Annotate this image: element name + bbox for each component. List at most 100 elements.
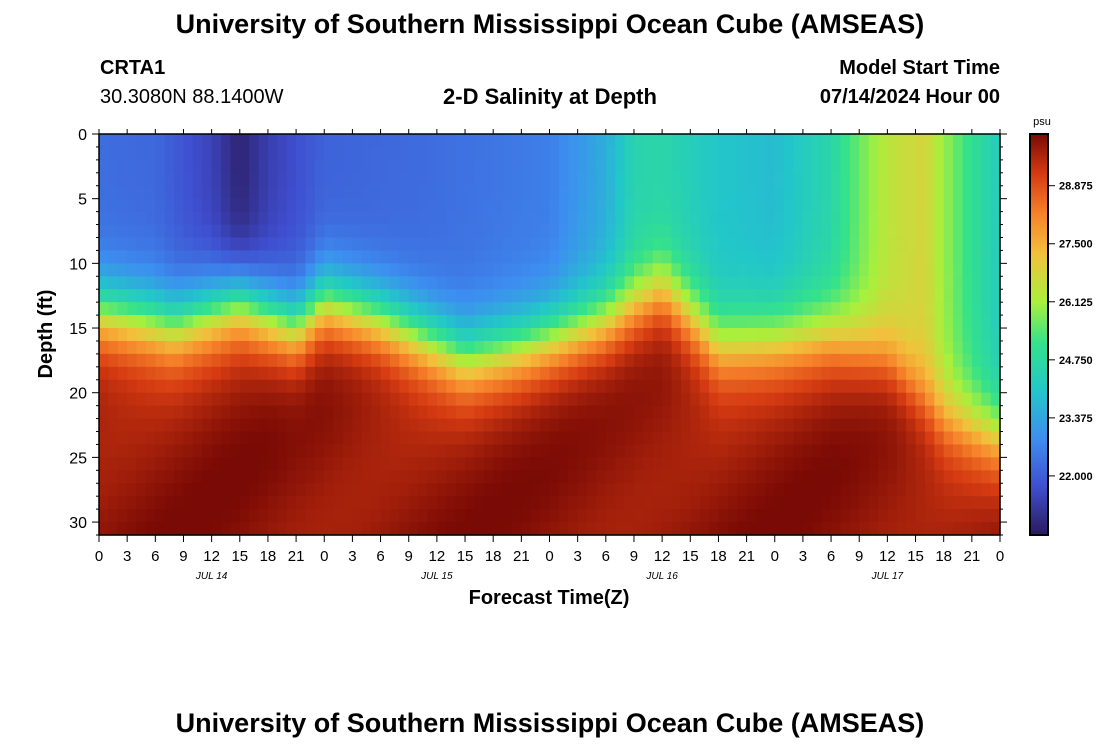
heat-cell [305,509,316,523]
heat-cell [831,250,842,264]
heat-cell [840,483,851,497]
heat-cell [868,159,879,174]
heat-cell [831,315,842,329]
heat-cell [859,134,870,148]
heat-cell [474,237,485,252]
heat-cell [831,483,842,497]
heat-cell [840,237,851,252]
heat-cell [455,431,466,446]
heat-cell [906,470,917,484]
heat-cell [727,146,738,161]
heat-cell [990,418,1001,433]
heat-cell [371,198,382,213]
heat-cell [690,496,701,510]
heat-cell [474,315,485,329]
heat-cell [249,276,260,290]
heat-cell [877,315,888,329]
heat-cell [427,509,438,523]
heat-cell [502,198,513,213]
heat-cell [408,509,419,523]
heat-cell [211,340,222,355]
heat-cell [849,496,860,510]
heat-cell [981,276,992,290]
heat-cell [802,315,813,329]
heat-cell [812,353,823,368]
heat-cell [718,340,729,355]
heat-cell [502,509,513,523]
heat-cell [699,483,710,497]
heat-cell [859,237,870,252]
heat-cell [418,263,429,277]
heat-cell [117,328,128,342]
heat-cell [305,366,316,381]
heat-cell [418,470,429,484]
heat-cell [793,405,804,420]
heat-cell [249,509,260,523]
heat-cell [324,379,335,394]
heat-cell [849,444,860,458]
heat-cell [652,457,663,471]
heat-cell [981,172,992,187]
heat-cell [483,353,494,368]
heat-cell [774,172,785,187]
heat-cell [934,379,945,394]
heat-cell [587,134,598,148]
heat-cell [990,263,1001,277]
heat-cell [605,146,616,161]
heat-cell [249,224,260,239]
heat-cell [427,185,438,200]
heat-cell [577,289,588,303]
heat-cell [230,250,241,264]
heat-cell [455,263,466,277]
heat-cell [953,134,964,148]
heat-cell [267,328,278,342]
heat-cell [802,431,813,446]
heat-cell [502,211,513,226]
heat-cell [577,405,588,420]
heat-cell [652,470,663,484]
heat-cell [990,159,1001,174]
heat-cell [521,379,532,394]
heat-cell [849,263,860,277]
heat-cell [211,496,222,510]
heat-cell [474,444,485,458]
colorbar-unit: psu [1033,116,1051,128]
heat-cell [746,237,757,252]
heat-cell [962,146,973,161]
heat-cell [643,237,654,252]
heat-cell [643,483,654,497]
heat-cell [127,185,138,200]
heat-cell [962,366,973,381]
heat-cell [896,366,907,381]
heat-cell [427,392,438,407]
heat-cell [502,522,513,536]
heat-cell [99,146,109,161]
heat-cell [727,496,738,510]
heat-cell [877,483,888,497]
x-tick-label: 6 [827,548,835,565]
heat-cell [652,237,663,252]
heat-cell [962,237,973,252]
heat-cell [981,392,992,407]
heat-cell [230,392,241,407]
heat-cell [296,470,307,484]
heat-cell [624,392,635,407]
heat-cell [155,146,166,161]
heat-cell [267,172,278,187]
heat-cell [408,302,419,316]
heat-cell [765,237,776,252]
heat-cell [549,522,560,536]
heat-cell [840,302,851,316]
heat-cell [465,470,476,484]
heat-cell [671,224,682,239]
heat-cell [615,509,626,523]
heat-cell [361,431,372,446]
heat-cell [493,405,504,420]
heat-cell [277,496,288,510]
heat-cell [530,211,541,226]
heat-cell [540,470,551,484]
heat-cell [145,224,156,239]
heat-cell [990,328,1001,342]
heat-cell [258,159,269,174]
heat-cell [483,250,494,264]
